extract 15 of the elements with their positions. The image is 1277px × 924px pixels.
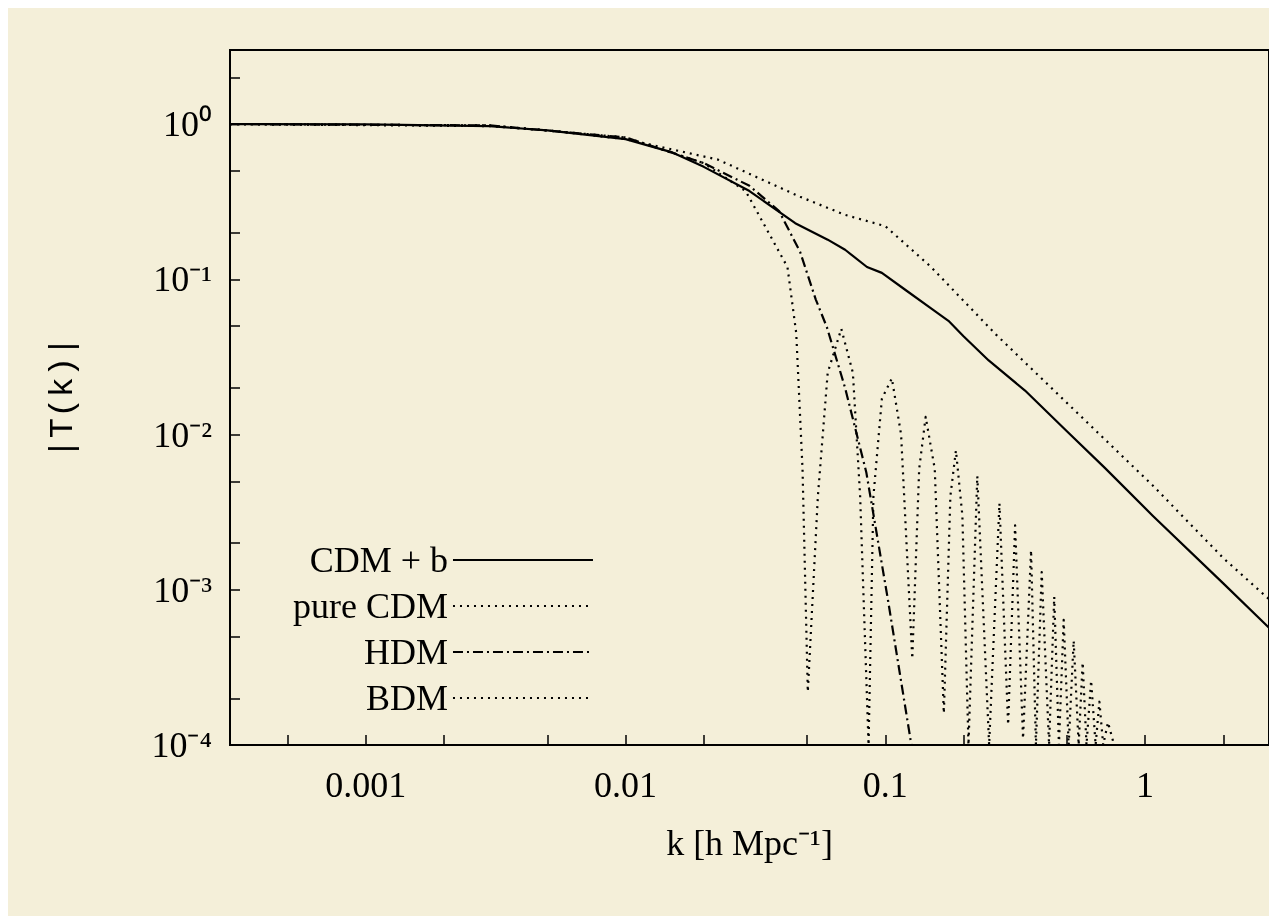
x-tick-label: 0.001 xyxy=(325,765,407,805)
x-axis-title: k [h Mpc⁻¹] xyxy=(666,823,833,863)
y-tick-label: 10⁻¹ xyxy=(153,259,212,300)
y-tick-label: 10⁰ xyxy=(163,104,212,145)
x-tick-label: 0.01 xyxy=(594,765,658,805)
x-tick-label: 1 xyxy=(1136,765,1155,805)
y-tick-label: 10⁻² xyxy=(153,414,212,455)
x-tick-label: 0.1 xyxy=(862,765,908,805)
y-axis-title: |T(k)| xyxy=(44,336,82,459)
legend-label: HDM xyxy=(363,632,448,672)
legend-label: CDM + b xyxy=(309,540,448,580)
legend-label: BDM xyxy=(365,678,448,718)
legend-label: pure CDM xyxy=(292,586,448,626)
y-tick-label: 10⁻⁴ xyxy=(151,725,212,765)
y-tick-label: 10⁻³ xyxy=(153,569,213,610)
